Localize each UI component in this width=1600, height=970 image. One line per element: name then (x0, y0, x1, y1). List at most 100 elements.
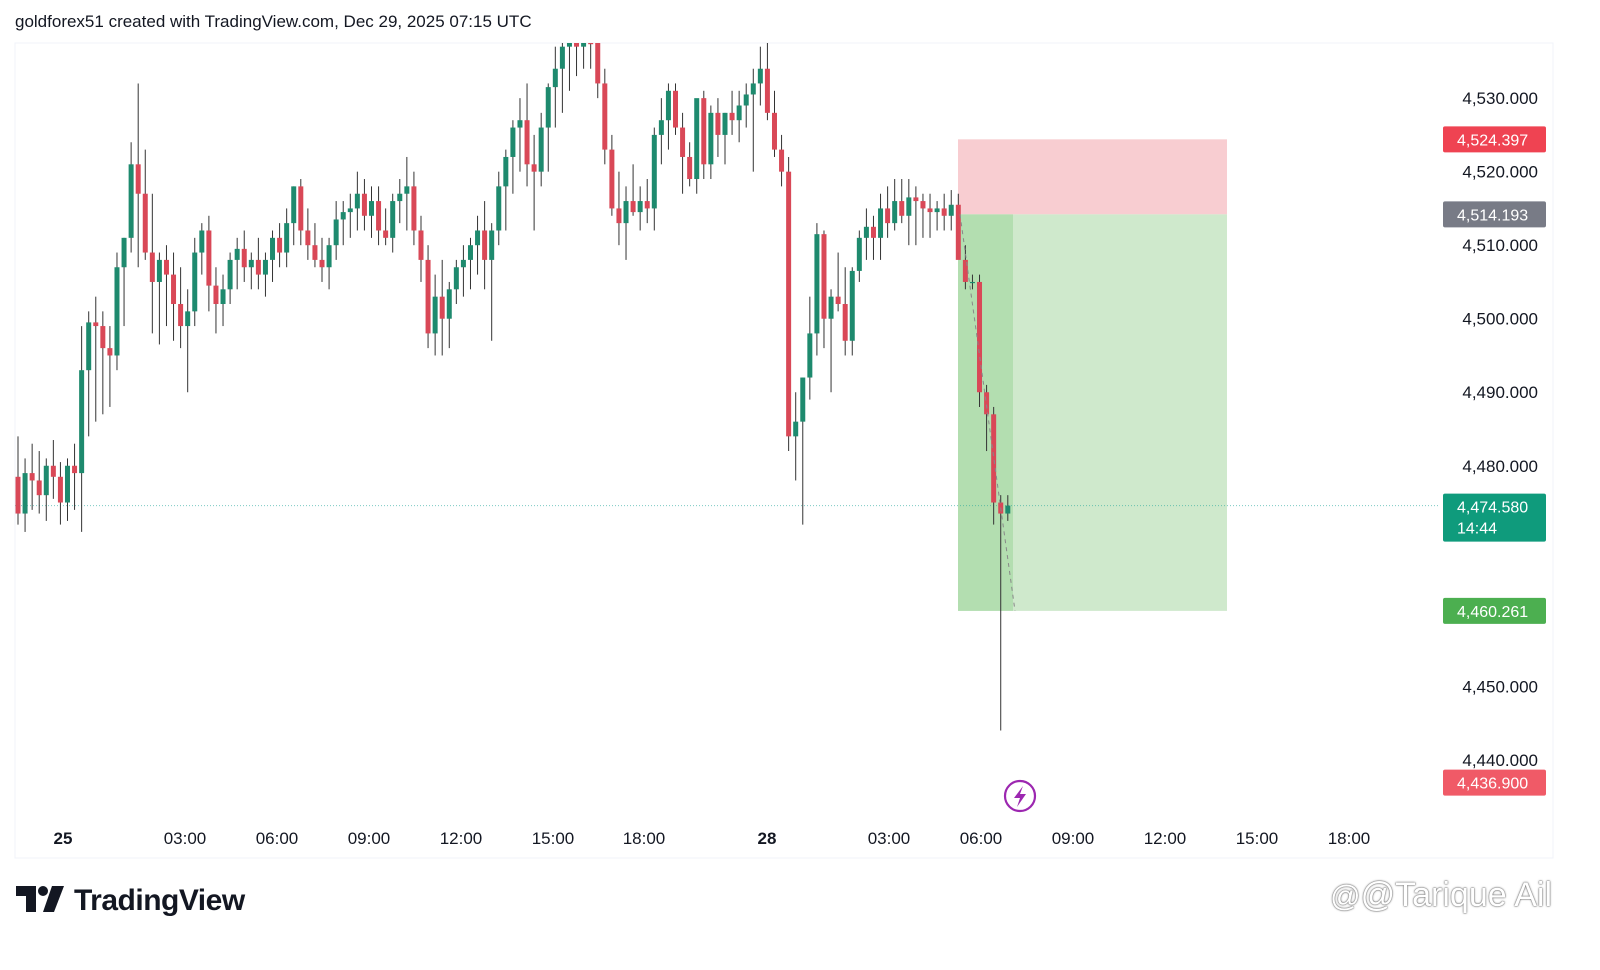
candle (694, 98, 700, 194)
candle (57, 462, 63, 525)
author-watermark: @@Tarique Ail (1330, 876, 1552, 915)
candle (206, 215, 212, 312)
candle (545, 83, 551, 172)
candle (510, 120, 516, 194)
candle (602, 68, 608, 165)
candle (651, 127, 657, 231)
candle (828, 289, 834, 393)
candle (29, 443, 35, 510)
candle (72, 443, 78, 510)
candle (149, 193, 155, 334)
candle (270, 230, 276, 282)
candle (460, 245, 466, 297)
candle (658, 98, 664, 165)
candle (849, 267, 855, 356)
last-price-tag-label: 4,474.580 (1457, 500, 1528, 517)
time-tick-label: 12:00 (1144, 829, 1187, 848)
candle (524, 83, 530, 187)
candle (764, 43, 770, 121)
candle (43, 458, 49, 521)
candle (142, 149, 148, 260)
candle (644, 179, 650, 224)
candle (439, 259, 445, 356)
tradingview-wordmark: TradingView (74, 884, 245, 917)
candle (326, 237, 332, 290)
candle (291, 186, 297, 246)
short-position-tool[interactable] (958, 139, 1227, 611)
candle (213, 267, 219, 334)
chart-frame (14, 42, 1554, 859)
candle (241, 230, 247, 282)
candle (163, 245, 169, 327)
time-tick-label: 15:00 (532, 829, 575, 848)
candle (609, 134, 615, 216)
price-axis-tags: 4,524.397 4,514.193 4,474.580 14:44 4,460.26… (1443, 126, 1546, 796)
candle (79, 326, 85, 532)
candle (482, 201, 488, 290)
candle (100, 311, 106, 415)
price-axis[interactable]: 4,530.000 4,520.000 4,510.000 4,500.000 4,49… (1462, 89, 1538, 770)
candle (574, 43, 580, 77)
candle (347, 193, 353, 238)
candle (870, 215, 876, 260)
candle (701, 90, 707, 180)
time-tick-label: 12:00 (440, 829, 483, 848)
candle (86, 311, 92, 437)
candle (156, 252, 162, 345)
candle (517, 98, 523, 172)
candle (750, 68, 756, 172)
chart-attribution: goldforex51 created with TradingView.com… (15, 12, 532, 31)
candle (171, 252, 177, 341)
price-tick-label: 4,450.000 (1462, 677, 1538, 696)
take-profit-tag-label: 4,460.261 (1457, 604, 1528, 621)
price-tick-label: 4,520.000 (1462, 163, 1538, 182)
price-tick-label: 4,510.000 (1462, 236, 1538, 255)
candle (984, 384, 990, 452)
threads-icon: @ (1330, 880, 1361, 913)
time-tick-label: 18:00 (623, 829, 666, 848)
time-tick-label: 06:00 (256, 829, 299, 848)
candle (503, 149, 509, 231)
countdown-label: 14:44 (1457, 521, 1497, 538)
entry-tag-label: 4,514.193 (1457, 207, 1528, 224)
candle (50, 440, 56, 499)
candle (319, 237, 325, 282)
candle (793, 392, 799, 481)
candle (333, 201, 339, 260)
candle (397, 179, 403, 224)
stop-loss-zone[interactable] (958, 139, 1227, 215)
candle (955, 193, 961, 260)
candle (64, 458, 70, 521)
candle (616, 171, 622, 246)
candle (390, 193, 396, 253)
candle (665, 83, 671, 150)
candle (114, 252, 120, 371)
candle (757, 46, 763, 106)
lightning-event-icon[interactable] (1003, 779, 1037, 813)
candle (15, 436, 21, 525)
tradingview-branding[interactable]: TradingView (16, 884, 245, 918)
candle (842, 267, 848, 356)
candle (807, 296, 813, 400)
candle (496, 171, 502, 246)
time-axis[interactable]: 25 03:00 06:00 09:00 12:00 15:00 18:00 28 03:00 0… (54, 829, 1371, 848)
candle (941, 193, 947, 231)
candle (227, 252, 233, 305)
candle (885, 186, 891, 238)
candle (1005, 495, 1011, 521)
candle (771, 90, 777, 157)
candle (595, 43, 601, 99)
candle (453, 259, 459, 305)
candle (192, 237, 198, 327)
candle (934, 201, 940, 231)
candle (779, 134, 785, 187)
candle (425, 245, 431, 349)
candle (340, 201, 346, 246)
candle (566, 43, 572, 91)
candle (559, 43, 565, 113)
candle (255, 237, 261, 290)
time-tick-label: 18:00 (1328, 829, 1371, 848)
tradingview-logo-icon (16, 885, 64, 917)
candle (878, 193, 884, 260)
